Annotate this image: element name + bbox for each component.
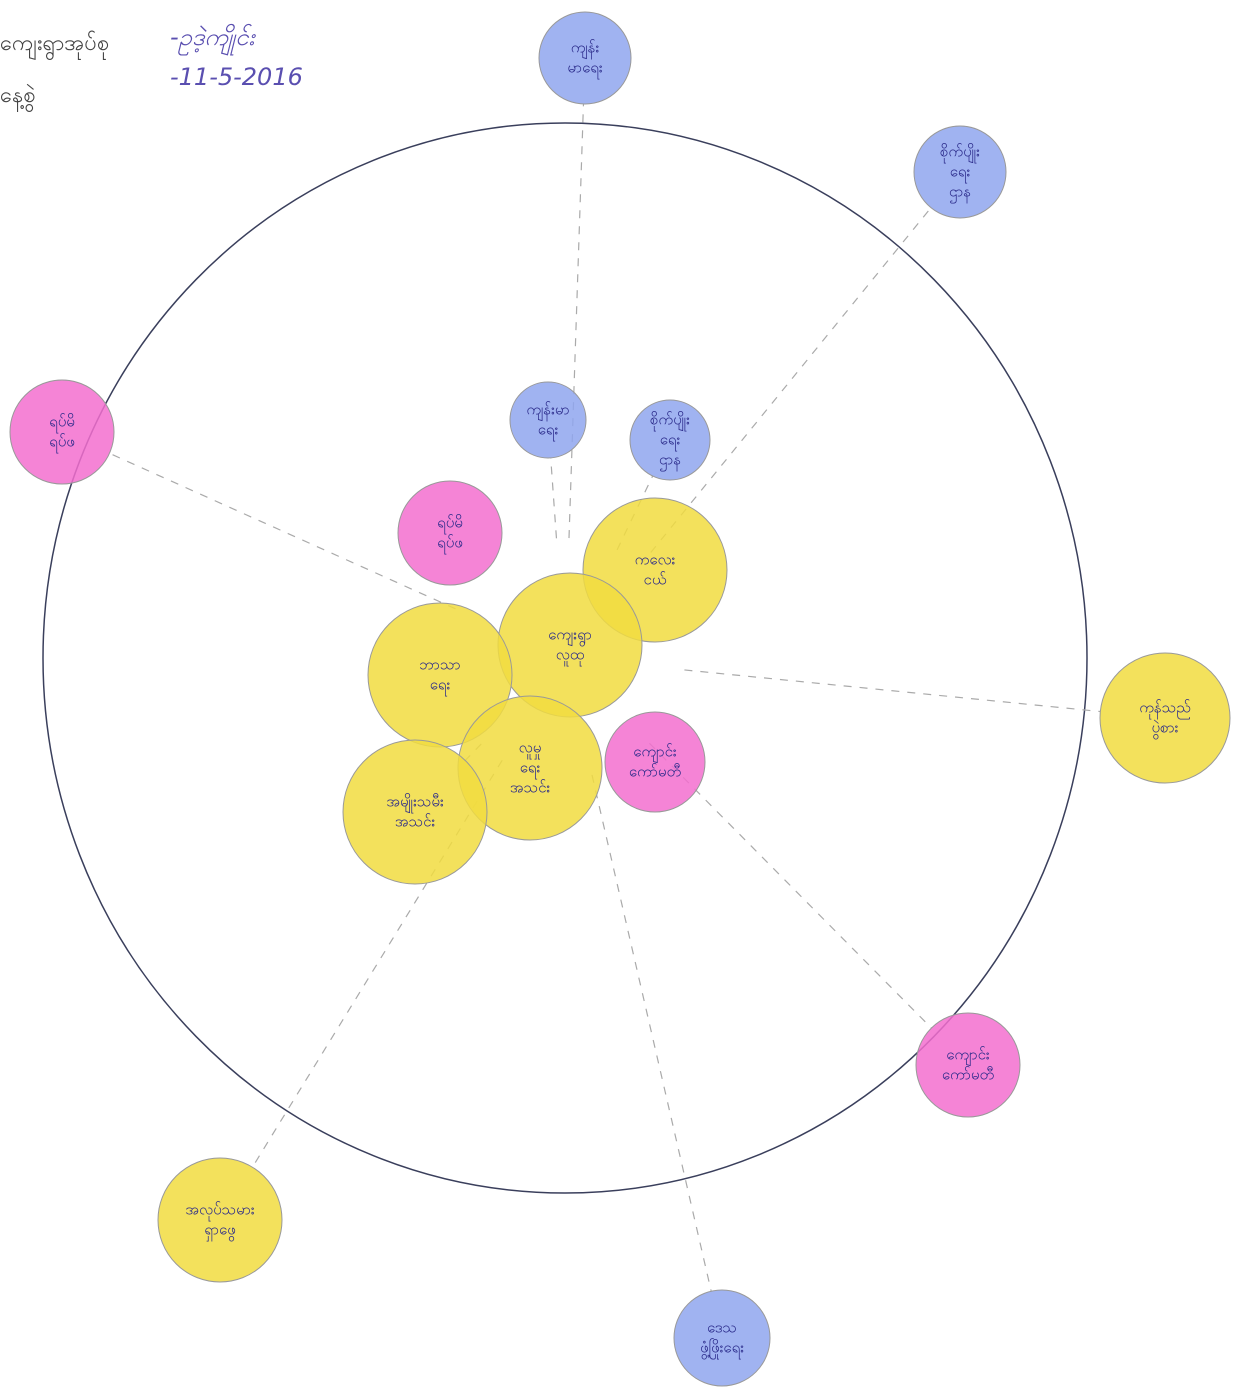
node-label: ရေး <box>660 431 681 452</box>
node-label: ကျောင်း <box>633 743 677 764</box>
node-circle <box>509 381 587 459</box>
node-label: ရပ်မိ <box>437 514 463 535</box>
node-label: ဌာန <box>949 183 971 204</box>
node-label: ရေး <box>520 759 541 780</box>
node-circle <box>629 399 711 481</box>
node-circle <box>397 480 503 586</box>
node-circle <box>913 125 1007 219</box>
node-label: အသင်း <box>510 779 551 797</box>
node-circle <box>9 379 115 485</box>
connector <box>591 774 712 1292</box>
node-circle <box>673 1289 771 1387</box>
outer-circle <box>42 122 1088 1194</box>
node-label: ရေး <box>430 676 451 697</box>
node-label: အသင်း <box>395 813 436 831</box>
connector <box>684 669 1101 713</box>
node-label: ရပ်ဖ <box>437 534 463 555</box>
node-circle <box>538 11 632 105</box>
node-label: ရပ်ဖ <box>49 433 75 454</box>
node-circle <box>604 711 706 813</box>
node-circle <box>157 1157 283 1283</box>
node-label: ရပ်မိ <box>49 413 75 434</box>
node-label: ကုန်သည် <box>1139 699 1190 720</box>
node-circle <box>1099 652 1231 784</box>
node-label: ကျန်း <box>571 39 600 60</box>
node-label: စိုက်ပျိုး <box>940 143 980 164</box>
node-label: ရေး <box>950 163 971 184</box>
node-label: ကလေး <box>635 551 676 569</box>
header-value: -ဥဒဲ့ကျိုင်း <box>170 23 257 56</box>
connector <box>640 207 932 566</box>
node-label: ဖွံ့ဖြိုးရေး <box>700 1338 744 1360</box>
node-label: ကော်မတီ <box>629 763 681 781</box>
node-label: ငယ် <box>644 571 667 589</box>
node-label: ဌာန <box>659 451 681 472</box>
connector <box>616 475 654 551</box>
node-label: လူမှု <box>519 739 542 760</box>
node-label: အလုပ်သမား <box>185 1201 255 1222</box>
node-label: စိုက်ပျိုး <box>650 411 690 432</box>
node-label: ရေး <box>538 421 559 442</box>
node-label: မာရေး <box>567 59 602 80</box>
node-label: ဒေသ <box>707 1319 737 1337</box>
node-label: ပွဲစား <box>1152 719 1179 740</box>
node-label: ကျေးရွာ <box>548 626 592 647</box>
node-label: လူထု <box>556 646 585 667</box>
node-label: ဘာသာ <box>419 656 460 674</box>
connector <box>568 103 585 539</box>
node-label: ရှာဖွေ <box>204 1221 236 1242</box>
header-label: ကျေးရွာအုပ်စု <box>0 30 109 61</box>
connector <box>550 457 558 539</box>
header-label: နေ့စွဲ <box>0 83 36 113</box>
node-label: ကော်မတီ <box>942 1066 994 1084</box>
node-circle <box>915 1012 1021 1118</box>
node-label: ကျောင်း <box>946 1046 990 1067</box>
node-label: အမျိုးသမီး <box>386 793 444 814</box>
node-circle <box>342 739 488 885</box>
node-label: ကျန်းမာ <box>526 401 569 422</box>
header-value: -11-5-2016 <box>170 63 303 91</box>
